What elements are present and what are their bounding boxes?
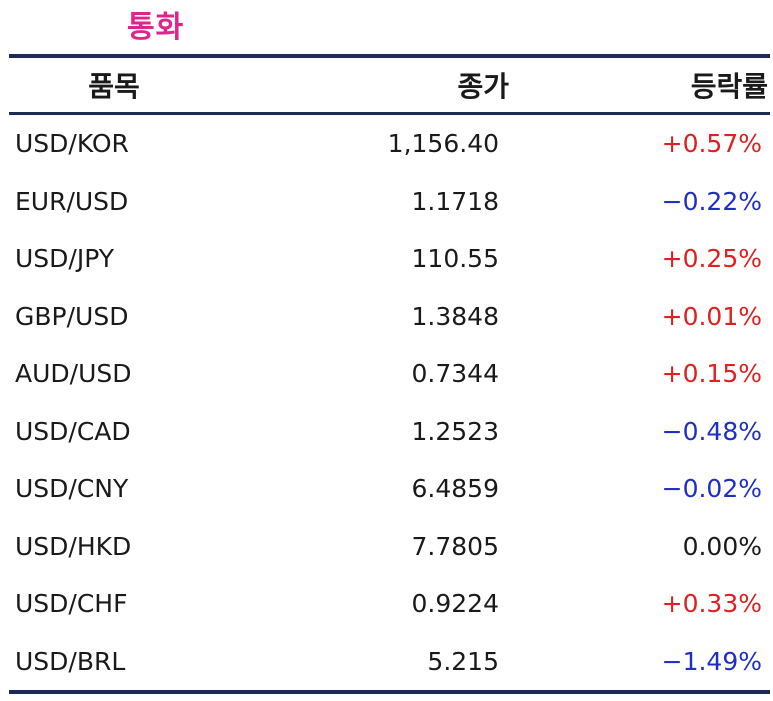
cell-close: 5.215	[427, 646, 499, 676]
table-row: USD/CHF 0.9224 +0.33%	[9, 575, 770, 633]
cell-change: 0.00%	[682, 531, 762, 561]
cell-change: +0.25%	[661, 244, 762, 274]
cell-close: 1.3848	[411, 301, 499, 331]
table-bottom-rule	[9, 690, 770, 694]
cell-close: 1.1718	[411, 186, 499, 216]
cell-item: USD/HKD	[15, 531, 132, 561]
cell-item: USD/JPY	[15, 244, 115, 274]
header-change: 등락률	[690, 70, 768, 103]
table-row: USD/CNY 6.4859 −0.02%	[9, 460, 770, 518]
cell-change: +0.57%	[661, 129, 762, 159]
currency-table: 품목 종가 등락률 USD/KOR 1,156.40 +0.57% EUR/USD 1.…	[9, 54, 770, 694]
table-header: 품목 종가 등락률	[9, 58, 770, 112]
cell-item: USD/CNY	[15, 474, 129, 504]
table-row: EUR/USD 1.1718 −0.22%	[9, 173, 770, 231]
cell-change: −0.02%	[661, 474, 762, 504]
table-top-rule	[9, 54, 770, 58]
cell-change: −0.22%	[661, 186, 762, 216]
table-row: GBP/USD 1.3848 +0.01%	[9, 288, 770, 346]
cell-item: GBP/USD	[15, 301, 129, 331]
cell-change: +0.15%	[661, 359, 762, 389]
cell-item: USD/KOR	[15, 129, 129, 159]
cell-item: USD/BRL	[15, 646, 126, 676]
cell-close: 7.7805	[411, 531, 499, 561]
cell-close: 1.2523	[411, 416, 499, 446]
table-row: USD/KOR 1,156.40 +0.57%	[9, 115, 770, 173]
cell-change: +0.33%	[661, 589, 762, 619]
cell-item: EUR/USD	[15, 186, 129, 216]
cell-change: −0.48%	[661, 416, 762, 446]
table-row: AUD/USD 0.7344 +0.15%	[9, 345, 770, 403]
table-row: USD/CAD 1.2523 −0.48%	[9, 403, 770, 461]
table-row: USD/BRL 5.215 −1.49%	[9, 633, 770, 691]
cell-close: 0.9224	[411, 589, 499, 619]
cell-close: 110.55	[411, 244, 499, 274]
page-title: 통화	[127, 10, 185, 45]
table-row: USD/JPY 110.55 +0.25%	[9, 230, 770, 288]
header-item: 품목	[88, 70, 140, 103]
table-body: USD/KOR 1,156.40 +0.57% EUR/USD 1.1718 −0.22%…	[9, 115, 770, 690]
cell-change: −1.49%	[661, 646, 762, 676]
cell-close: 6.4859	[411, 474, 499, 504]
table-header-rule	[9, 112, 770, 115]
cell-item: AUD/USD	[15, 359, 132, 389]
header-close: 종가	[457, 70, 509, 103]
table-row: USD/HKD 7.7805 0.00%	[9, 518, 770, 576]
cell-item: USD/CAD	[15, 416, 131, 446]
cell-item: USD/CHF	[15, 589, 128, 619]
cell-close: 0.7344	[411, 359, 499, 389]
cell-close: 1,156.40	[387, 129, 499, 159]
cell-change: +0.01%	[661, 301, 762, 331]
